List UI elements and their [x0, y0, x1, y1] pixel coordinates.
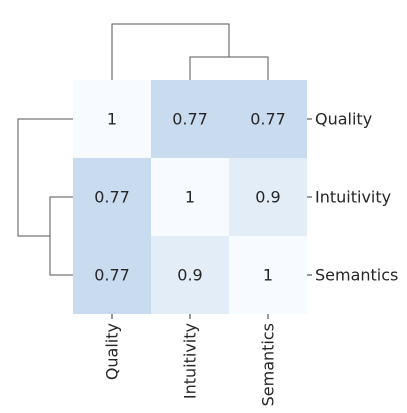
column-tick-labels: Quality Intuitivity Semantics: [103, 314, 278, 406]
cell-value-semantics-quality: 0.77: [94, 266, 130, 285]
row-tick-labels: Quality Intuitivity Semantics: [307, 110, 398, 285]
column-dendrogram-branch-intuitivity-semantics: [189, 56, 269, 80]
heatmap-cell-quality-semantics: [229, 80, 307, 158]
row-dendrogram-branch-intuitivity-semantics: [49, 196, 73, 276]
cell-value-intuitivity-semantics: 0.9: [255, 188, 280, 207]
cell-value-quality-quality: 1: [107, 110, 117, 129]
row-dendrogram-branch-root: [17, 118, 73, 237]
heatmap-cell-semantics-quality: [73, 236, 151, 314]
cell-value-quality-semantics: 0.77: [250, 110, 286, 129]
cell-value-quality-intuitivity: 0.77: [172, 110, 208, 129]
heatmap-cell-semantics-intuitivity: [151, 236, 229, 314]
column-label-quality: Quality: [103, 323, 122, 380]
column-label-intuitivity: Intuitivity: [181, 323, 200, 399]
column-dendrogram: [111, 23, 269, 80]
cell-value-intuitivity-quality: 0.77: [94, 188, 130, 207]
row-label-quality: Quality: [315, 110, 372, 129]
cell-value-intuitivity-intuitivity: 1: [185, 188, 195, 207]
cell-value-semantics-semantics: 1: [263, 266, 273, 285]
row-dendrogram: [17, 118, 73, 276]
cell-value-semantics-intuitivity: 0.9: [177, 266, 202, 285]
row-label-semantics: Semantics: [315, 266, 398, 285]
heatmap-cell-semantics-semantics: [229, 236, 307, 314]
heatmap-cell-quality-intuitivity: [151, 80, 229, 158]
column-dendrogram-branch-root: [111, 23, 230, 80]
heatmap-grid: 1 0.77 0.77 0.77 1 0.9 0.77 0.9 1: [73, 80, 307, 314]
heatmap-cell-intuitivity-quality: [73, 158, 151, 236]
heatmap-cell-intuitivity-intuitivity: [151, 158, 229, 236]
column-label-semantics: Semantics: [259, 323, 278, 406]
heatmap-cell-intuitivity-semantics: [229, 158, 307, 236]
row-label-intuitivity: Intuitivity: [315, 188, 391, 207]
heatmap-cell-quality-quality: [73, 80, 151, 158]
